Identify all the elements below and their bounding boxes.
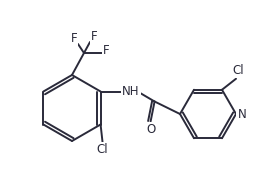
Text: O: O [146,123,155,136]
Text: NH: NH [122,85,139,98]
Text: F: F [71,33,77,46]
Text: N: N [238,108,246,121]
Text: F: F [91,30,97,43]
Text: F: F [103,44,109,57]
Text: Cl: Cl [97,143,109,156]
Text: Cl: Cl [232,64,244,77]
